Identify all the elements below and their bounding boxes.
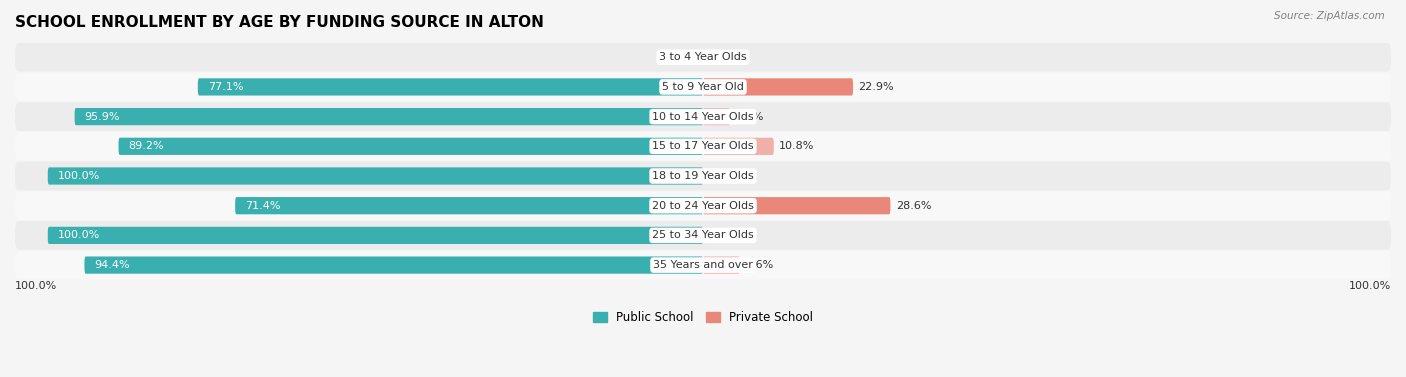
Text: 100.0%: 100.0%	[58, 230, 100, 241]
FancyBboxPatch shape	[15, 43, 1391, 72]
FancyBboxPatch shape	[48, 167, 703, 185]
FancyBboxPatch shape	[15, 132, 1391, 161]
FancyBboxPatch shape	[235, 197, 703, 214]
Text: 71.4%: 71.4%	[245, 201, 280, 211]
Text: 0.0%: 0.0%	[713, 52, 741, 62]
Text: 4.1%: 4.1%	[735, 112, 763, 122]
Text: Source: ZipAtlas.com: Source: ZipAtlas.com	[1274, 11, 1385, 21]
FancyBboxPatch shape	[48, 227, 703, 244]
Text: 100.0%: 100.0%	[58, 171, 100, 181]
FancyBboxPatch shape	[15, 103, 1391, 131]
Text: 0.0%: 0.0%	[665, 52, 693, 62]
Text: 3 to 4 Year Olds: 3 to 4 Year Olds	[659, 52, 747, 62]
Text: 100.0%: 100.0%	[1348, 281, 1391, 291]
FancyBboxPatch shape	[15, 192, 1391, 220]
FancyBboxPatch shape	[703, 256, 740, 274]
Text: 28.6%: 28.6%	[896, 201, 931, 211]
Text: 18 to 19 Year Olds: 18 to 19 Year Olds	[652, 171, 754, 181]
Text: SCHOOL ENROLLMENT BY AGE BY FUNDING SOURCE IN ALTON: SCHOOL ENROLLMENT BY AGE BY FUNDING SOUR…	[15, 15, 544, 30]
Text: 77.1%: 77.1%	[208, 82, 243, 92]
Text: 100.0%: 100.0%	[15, 281, 58, 291]
FancyBboxPatch shape	[75, 108, 703, 125]
FancyBboxPatch shape	[15, 162, 1391, 190]
FancyBboxPatch shape	[118, 138, 703, 155]
Text: 0.0%: 0.0%	[713, 171, 741, 181]
FancyBboxPatch shape	[15, 73, 1391, 101]
Legend: Public School, Private School: Public School, Private School	[588, 306, 818, 328]
Text: 5.6%: 5.6%	[745, 260, 773, 270]
Text: 94.4%: 94.4%	[94, 260, 129, 270]
Text: 15 to 17 Year Olds: 15 to 17 Year Olds	[652, 141, 754, 151]
Text: 5 to 9 Year Old: 5 to 9 Year Old	[662, 82, 744, 92]
FancyBboxPatch shape	[703, 78, 853, 95]
FancyBboxPatch shape	[198, 78, 703, 95]
Text: 22.9%: 22.9%	[858, 82, 894, 92]
Text: 95.9%: 95.9%	[84, 112, 120, 122]
Text: 89.2%: 89.2%	[128, 141, 165, 151]
Text: 25 to 34 Year Olds: 25 to 34 Year Olds	[652, 230, 754, 241]
FancyBboxPatch shape	[15, 251, 1391, 279]
Text: 20 to 24 Year Olds: 20 to 24 Year Olds	[652, 201, 754, 211]
FancyBboxPatch shape	[15, 221, 1391, 250]
FancyBboxPatch shape	[703, 197, 890, 214]
Text: 0.0%: 0.0%	[713, 230, 741, 241]
FancyBboxPatch shape	[703, 138, 773, 155]
Text: 35 Years and over: 35 Years and over	[652, 260, 754, 270]
FancyBboxPatch shape	[703, 108, 730, 125]
FancyBboxPatch shape	[84, 256, 703, 274]
Text: 10 to 14 Year Olds: 10 to 14 Year Olds	[652, 112, 754, 122]
Text: 10.8%: 10.8%	[779, 141, 814, 151]
